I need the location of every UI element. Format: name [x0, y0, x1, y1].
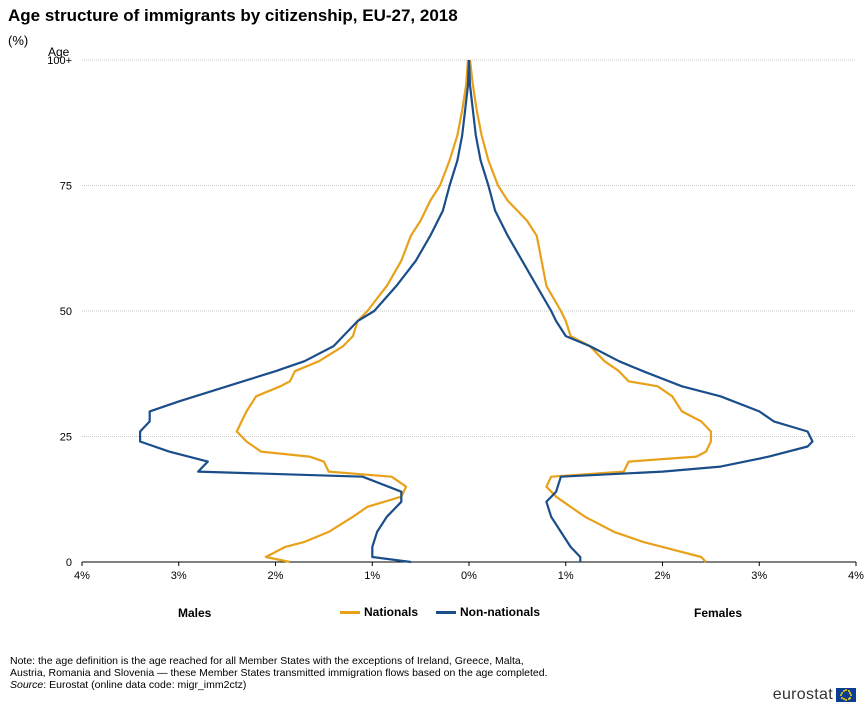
flag-star: [850, 694, 852, 696]
eurostat-logo: eurostat: [773, 686, 856, 704]
flag-star: [845, 699, 847, 701]
series-line-non-nationals-females: [467, 59, 814, 562]
note-line-1: Note: the age definition is the age reac…: [10, 655, 524, 667]
note-line-2: Austria, Romania and Slovenia — these Me…: [10, 667, 548, 679]
legend-item-non-nationals: Non-nationals: [436, 605, 540, 619]
y-tick-label: 50: [60, 306, 72, 318]
x-tick-label: 1%: [558, 570, 574, 582]
x-tick-label: 1%: [364, 570, 380, 582]
gridlines: [82, 59, 856, 437]
pyramid-chart: 0 25 50 75 100+ 4% 3% 2% 1% 0% 1% 2% 3% 4% Age: [47, 45, 864, 582]
series-line-nationals-females: [468, 59, 712, 563]
axes: 0 25 50 75 100+ 4% 3% 2% 1% 0% 1% 2% 3% 4%: [47, 55, 864, 582]
legend-item-nationals: Nationals: [340, 605, 418, 619]
source-text: : Eurostat (online data code: migr_imm2c…: [43, 679, 247, 691]
legend-swatch-nationals: [340, 610, 360, 614]
x-tick-label: 4%: [74, 570, 90, 582]
series-lines: [139, 59, 814, 564]
source-line: Source: Eurostat (online data code: migr…: [10, 679, 710, 691]
series-line-nationals-males: [235, 59, 470, 564]
legend: Nationals Non-nationals: [340, 605, 540, 619]
logo-text: eurostat: [772, 686, 833, 703]
flag-star: [840, 694, 842, 696]
flag-star: [849, 691, 852, 694]
legend-swatch-non-nationals: [436, 610, 457, 614]
y-tick-label: 75: [60, 181, 72, 193]
x-tick-label: 4%: [848, 570, 864, 582]
y-tick-label: 100+: [47, 55, 72, 67]
flag-star: [842, 698, 845, 701]
flag-star: [847, 698, 850, 701]
x-tick-label: 3%: [171, 570, 187, 582]
footnote: Note: the age definition is the age reac…: [10, 655, 710, 691]
flag-star: [842, 689, 845, 692]
females-label: Females: [694, 606, 743, 620]
flag-star: [849, 696, 852, 699]
flag-star: [840, 691, 843, 694]
y-tick-label: 0: [66, 557, 72, 569]
flag-star: [847, 689, 850, 692]
source-label: Source: [10, 679, 44, 691]
x-tick-label: 2%: [655, 570, 671, 582]
series-line-non-nationals-males: [139, 59, 471, 564]
chart-title: Age structure of immigrants by citizensh…: [8, 6, 458, 25]
legend-label-nationals: Nationals: [364, 605, 419, 619]
males-label: Males: [178, 606, 212, 620]
unit-label: (%): [8, 33, 29, 48]
eu-flag-icon: [836, 688, 856, 702]
flag-star: [845, 689, 847, 691]
legend-label-non-nationals: Non-nationals: [460, 605, 541, 619]
x-tick-label: 3%: [751, 570, 767, 582]
x-tick-label: 2%: [268, 570, 284, 582]
flag-star: [840, 696, 843, 699]
y-axis-label: Age: [48, 45, 70, 59]
x-tick-label: 0%: [461, 570, 477, 582]
y-tick-label: 25: [60, 432, 72, 444]
